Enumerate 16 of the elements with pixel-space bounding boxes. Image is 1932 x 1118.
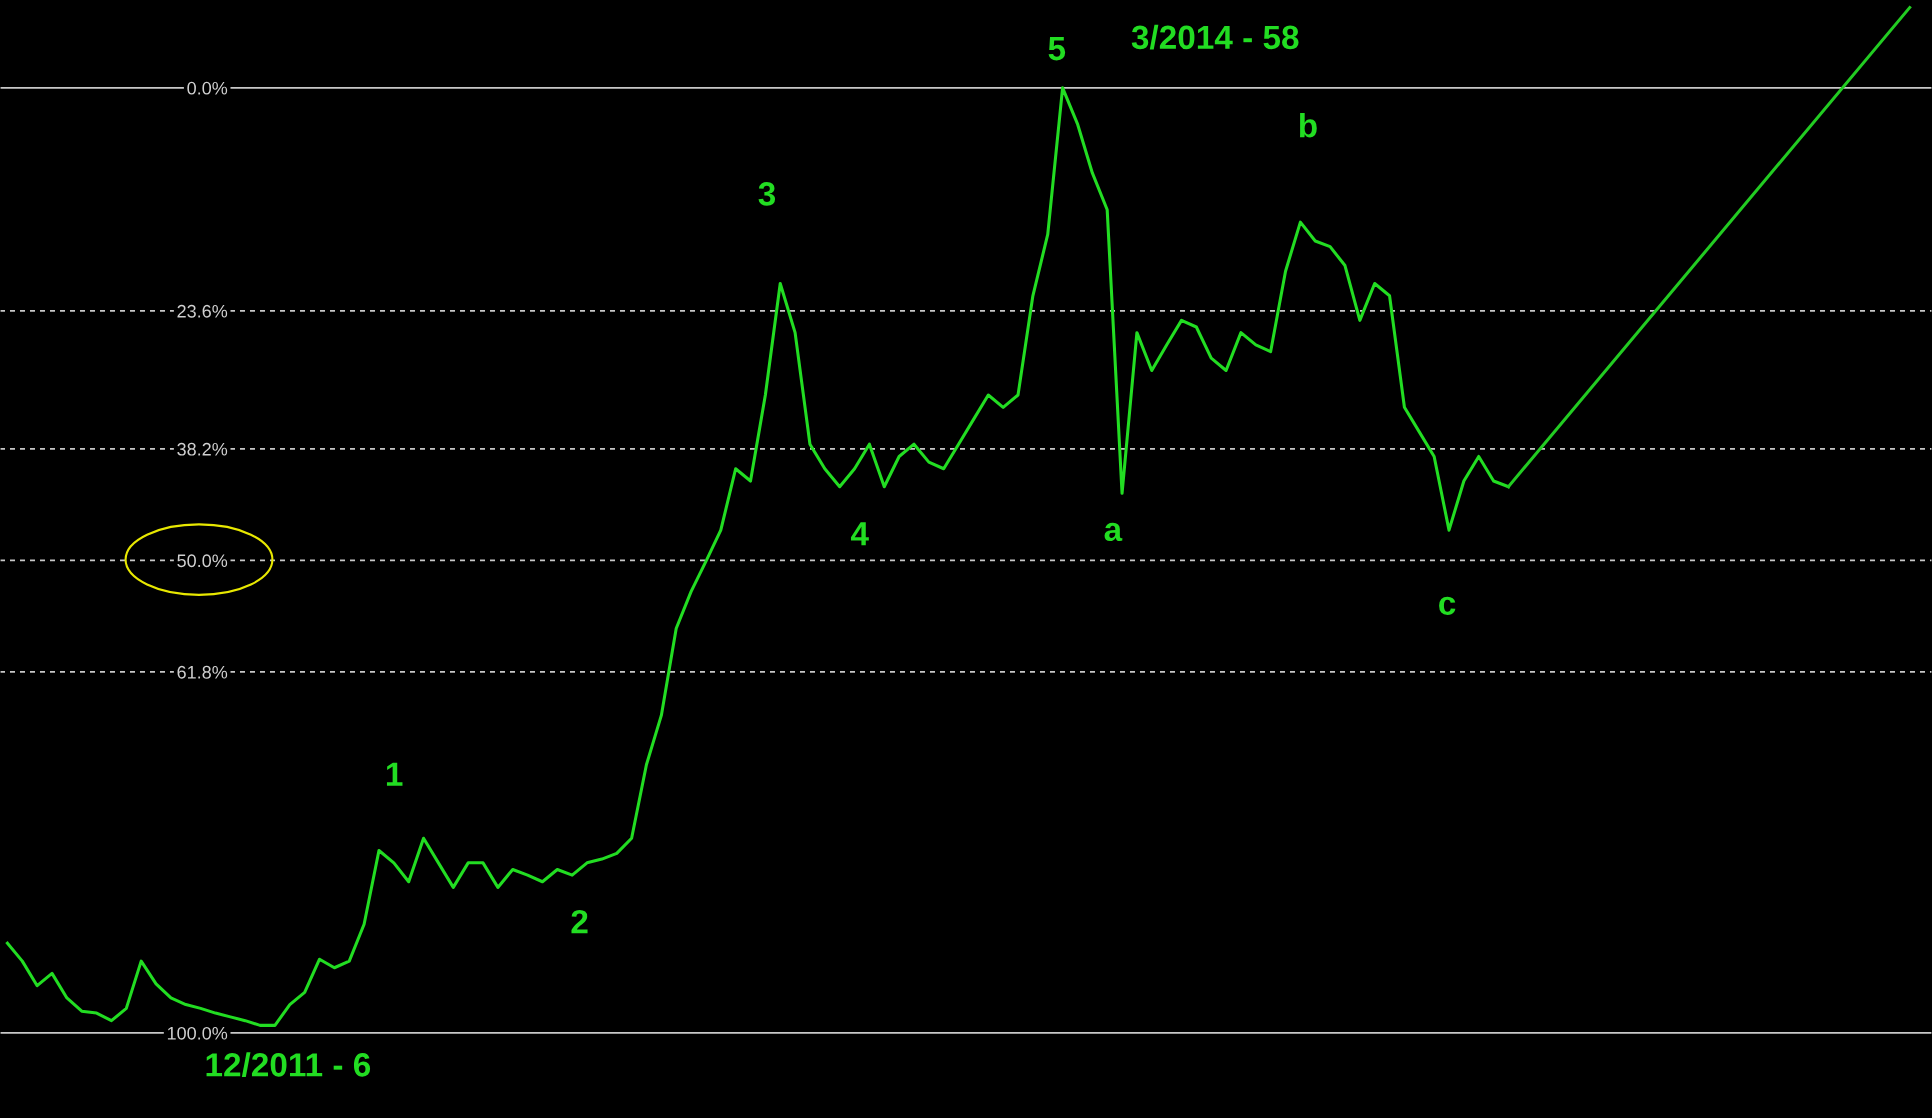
- annotation: 2: [571, 909, 588, 934]
- y-tick-label: 100.0%: [167, 1026, 228, 1040]
- y-tick-label: 0.0%: [187, 81, 228, 95]
- annotation: 3/2014 - 58: [1131, 24, 1299, 50]
- annotation: 3: [758, 182, 776, 206]
- y-tick-label: 23.6%: [177, 304, 228, 318]
- y-tick-label: 38.2%: [177, 442, 228, 456]
- annotation: 5: [1048, 37, 1066, 61]
- y-tick-label: 61.8%: [177, 665, 228, 679]
- annotation: c: [1439, 596, 1456, 615]
- annotation: 12/2011 - 6: [206, 1052, 371, 1077]
- annotation: 1: [386, 762, 403, 786]
- annotation: a: [1104, 522, 1123, 542]
- annotation: 4: [850, 522, 869, 546]
- annotation: b: [1299, 113, 1317, 138]
- y-tick-label: 50.0%: [177, 554, 228, 568]
